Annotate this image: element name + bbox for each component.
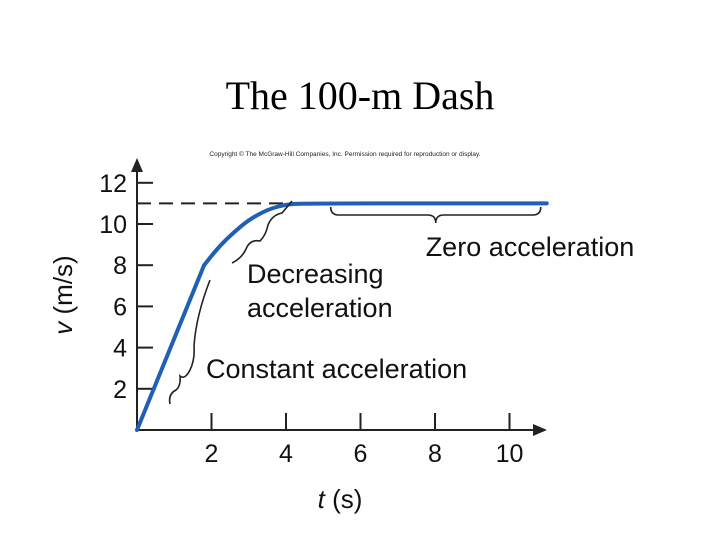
decreasing-acceleration-brace — [231, 200, 293, 264]
x-axis-unit: (s) — [332, 484, 362, 514]
x-tick-label: 6 — [354, 440, 368, 468]
x-axis-variable: t — [318, 484, 327, 514]
y-axis-label: v (m/s) — [48, 255, 78, 334]
y-tick-label: 12 — [99, 170, 127, 198]
y-axis-unit: (m/s) — [48, 255, 78, 314]
annotations: Zero acceleration Decreasing acceleratio… — [168, 200, 635, 405]
x-tick-label: 8 — [428, 440, 442, 468]
x-tick-label: 2 — [205, 440, 219, 468]
y-axis-variable: v — [48, 320, 78, 335]
y-axis-arrow-icon — [131, 158, 143, 172]
y-tick-label: 2 — [113, 376, 127, 404]
velocity-curve — [135, 201, 549, 432]
zero-acceleration-brace — [329, 206, 542, 224]
zero-acceleration-label: Zero acceleration — [426, 232, 635, 262]
axes — [131, 158, 547, 436]
x-tick-label: 10 — [496, 440, 524, 468]
constant-acceleration-label: Constant acceleration — [206, 354, 467, 384]
x-tick-label: 4 — [279, 440, 293, 468]
y-tick-label: 8 — [113, 252, 127, 280]
y-tick-label: 4 — [113, 335, 127, 363]
decreasing-acceleration-label-line1: Decreasing — [247, 259, 384, 289]
y-ticks: 2 4 6 8 10 12 — [99, 170, 153, 404]
y-tick-label: 10 — [99, 211, 127, 239]
constant-acceleration-brace — [168, 279, 211, 405]
y-tick-label: 6 — [113, 293, 127, 321]
x-ticks: 2 4 6 8 10 — [205, 413, 524, 468]
x-axis-label: t (s) — [318, 484, 363, 514]
copyright-notice: Copyright © The McGraw-Hill Companies, I… — [209, 150, 480, 158]
slide-title: The 100-m Dash — [225, 73, 495, 118]
decreasing-acceleration-label-line2: acceleration — [247, 293, 393, 323]
x-axis-arrow-icon — [533, 424, 547, 436]
